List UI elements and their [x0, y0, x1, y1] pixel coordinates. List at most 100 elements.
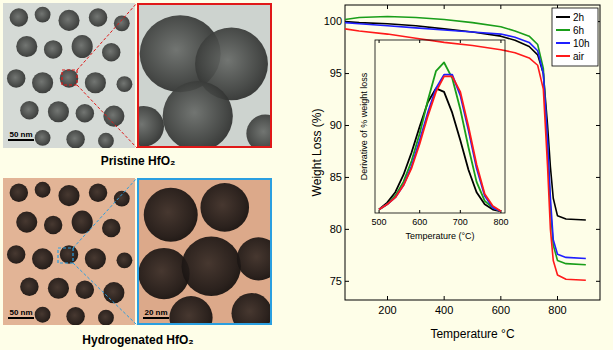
x-tick-label: 500 — [372, 217, 387, 227]
scale-bar-label: 20 nm — [144, 308, 167, 317]
plot-frame — [345, 5, 600, 300]
image-label: Pristine HfO₂ — [101, 154, 176, 168]
y-tick — [345, 177, 349, 178]
particle — [48, 278, 69, 299]
particle — [85, 248, 106, 269]
tem-image — [3, 3, 135, 148]
x-tick-label: 800 — [548, 304, 566, 316]
x-tick — [379, 210, 380, 213]
particle — [237, 237, 272, 280]
y-tick-label: 85 — [330, 171, 342, 183]
particle — [163, 81, 233, 148]
tem-image — [137, 3, 272, 148]
particle — [35, 182, 51, 198]
particle — [32, 72, 53, 93]
x-tick-label: 600 — [412, 217, 427, 227]
particle — [32, 248, 53, 269]
series-line — [379, 75, 501, 212]
data-area — [379, 62, 501, 211]
particle — [89, 183, 107, 201]
y-tick-label: 95 — [330, 67, 342, 79]
tem-image — [137, 178, 272, 325]
y-tick — [596, 177, 600, 178]
particle — [76, 104, 94, 122]
y-tick — [345, 125, 349, 126]
zoom-connector — [73, 178, 137, 248]
chart: 2004006008007580859095100Temperature °CW… — [310, 5, 600, 341]
zoom-frame — [138, 4, 271, 147]
particle — [66, 130, 84, 148]
x-tick — [444, 5, 445, 9]
y-tick — [596, 229, 600, 230]
particle — [35, 307, 51, 323]
legend-swatch — [556, 29, 570, 31]
particle — [103, 282, 124, 303]
y-tick — [345, 73, 349, 74]
x-tick — [419, 210, 420, 213]
particle — [102, 219, 120, 237]
y-tick — [596, 281, 600, 282]
y-axis-label: Derivative of % weight loss — [359, 72, 369, 180]
particle — [169, 296, 212, 325]
particle — [10, 183, 28, 201]
particle — [10, 8, 28, 26]
tem-image — [3, 178, 135, 325]
particle — [16, 212, 37, 233]
particle — [35, 130, 51, 146]
scale-bar — [8, 139, 34, 141]
tem-background — [3, 3, 135, 148]
particle — [98, 310, 114, 325]
legend-swatch — [556, 16, 570, 18]
particle — [44, 40, 62, 58]
particle — [35, 7, 51, 23]
particle — [246, 115, 272, 148]
chart: 500600700800Temperature (°C)Derivative o… — [359, 40, 508, 241]
figure: 50 nm50 nm20 nmPristine HfO₂Hydrogenated… — [0, 0, 613, 350]
particle — [58, 185, 79, 206]
series-line — [379, 62, 501, 211]
y-axis-label: Weight Loss (%) — [310, 109, 324, 197]
legend-swatch — [556, 42, 570, 44]
particle — [232, 293, 273, 325]
legend-label: 6h — [573, 25, 584, 36]
x-tick — [460, 40, 461, 43]
zoom-connector — [77, 85, 137, 148]
particle — [16, 36, 37, 57]
particle — [60, 69, 78, 87]
x-axis-label: Temperature °C — [430, 327, 514, 341]
y-tick-label: 90 — [330, 119, 342, 131]
y-tick — [596, 125, 600, 126]
plot-frame — [375, 40, 505, 213]
series-line — [345, 29, 586, 280]
legend-label: 2h — [573, 12, 584, 23]
y-tick — [345, 229, 349, 230]
x-tick — [379, 40, 380, 43]
scale-bar — [8, 317, 34, 319]
particle — [200, 183, 249, 232]
particle — [144, 188, 198, 242]
image-label: Hydrogenated HfO₂ — [82, 333, 193, 347]
series-line — [379, 76, 501, 211]
scale-bar-label: 50 nm — [9, 130, 32, 139]
zoom-connector — [77, 3, 137, 70]
particle — [72, 35, 93, 58]
legend-swatch — [556, 55, 570, 57]
x-tick — [387, 5, 388, 9]
legend-label: air — [573, 51, 585, 62]
x-tick — [387, 296, 388, 300]
particle — [7, 69, 25, 87]
zoom-box — [58, 248, 73, 263]
legend-label: 10h — [573, 38, 590, 49]
particle — [117, 76, 133, 92]
particle — [114, 15, 130, 31]
x-tick — [444, 296, 445, 300]
x-tick-label: 400 — [435, 304, 453, 316]
zoom-frame — [138, 179, 271, 324]
x-tick-label: 200 — [378, 304, 396, 316]
particle — [7, 245, 25, 263]
particle — [137, 106, 164, 147]
particle — [102, 43, 120, 61]
y-tick — [596, 73, 600, 74]
particle — [117, 252, 133, 268]
particle — [58, 10, 79, 31]
